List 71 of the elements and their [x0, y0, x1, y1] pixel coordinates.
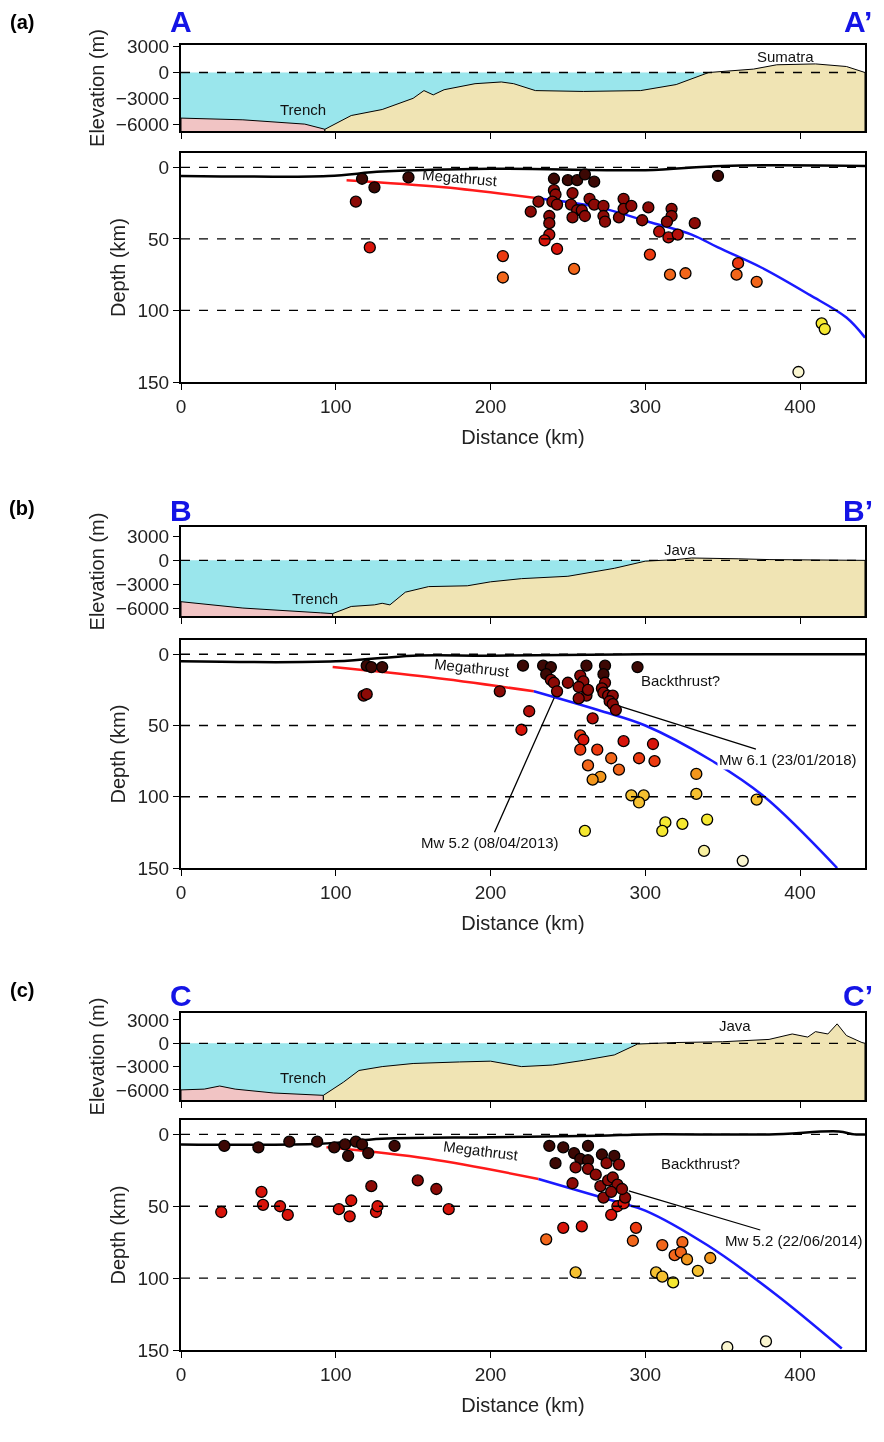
x-tick-label: 100 [319, 395, 352, 417]
y-tick-label: 0 [158, 62, 170, 84]
x-tick-label: 0 [175, 395, 187, 417]
x-tick-label: 200 [474, 395, 507, 417]
y-tick-label: 50 [148, 228, 170, 250]
annotation: Sumatra [757, 48, 815, 65]
text: B’ [843, 494, 873, 527]
y-axis-title: Elevation (m) [85, 997, 108, 1116]
x-tick-label: 200 [474, 881, 507, 903]
x-tick-label: 300 [629, 1363, 662, 1385]
text: A’ [844, 5, 873, 38]
text: A [170, 5, 192, 38]
y-tick-label: 0 [158, 643, 170, 665]
annotation: Backthrust? [661, 1155, 741, 1172]
y-tick-label: 50 [148, 1195, 170, 1217]
y-tick-label: −3000 [115, 1056, 170, 1078]
y-tick-label: 100 [137, 786, 170, 808]
y-tick-label: −6000 [115, 597, 170, 619]
y-tick-label: 0 [158, 1032, 170, 1054]
annotation: Trench [280, 101, 327, 118]
x-axis-title: Distance (km) [461, 1393, 585, 1416]
x-tick-label: 400 [784, 395, 816, 417]
y-tick-label: 0 [158, 550, 170, 572]
y-tick-label: 3000 [126, 526, 170, 548]
text: C’ [843, 979, 873, 1012]
y-axis-title: Elevation (m) [85, 29, 108, 147]
text: (b) [9, 497, 35, 519]
x-tick-label: 400 [784, 1363, 816, 1385]
y-axis-title: Elevation (m) [85, 512, 108, 631]
text: (c) [10, 979, 35, 1001]
annotation: Java [719, 1017, 752, 1034]
x-tick-label: 400 [784, 881, 816, 903]
y-tick-label: 3000 [126, 36, 170, 58]
y-axis-title: Depth (km) [107, 218, 130, 317]
y-tick-label: 50 [148, 715, 170, 737]
x-tick-label: 100 [319, 881, 352, 903]
x-axis-title: Distance (km) [461, 425, 585, 448]
y-tick-label: −3000 [115, 573, 170, 595]
x-tick-label: 300 [629, 881, 662, 903]
x-tick-label: 100 [319, 1363, 352, 1385]
y-tick-label: 150 [137, 857, 170, 879]
text: C [170, 979, 192, 1012]
x-tick-label: 200 [474, 1363, 507, 1385]
y-tick-label: −3000 [115, 87, 170, 109]
y-tick-label: 0 [158, 156, 170, 178]
annotation: Backthrust? [641, 672, 721, 689]
text: (a) [10, 11, 35, 33]
annotation: Java [664, 541, 697, 558]
annotation: Megathrust [442, 1137, 520, 1164]
y-tick-label: −6000 [115, 113, 170, 135]
annotation: Megathrust [421, 165, 499, 190]
x-tick-label: 0 [175, 881, 187, 903]
y-tick-label: 100 [137, 1267, 170, 1289]
annotation: Trench [292, 590, 339, 607]
y-tick-label: 3000 [126, 1009, 170, 1031]
x-tick-label: 300 [629, 395, 662, 417]
y-tick-label: 0 [158, 1124, 170, 1146]
annotation: Mw 6.1 (23/01/2018) [719, 751, 857, 768]
annotation: Trench [280, 1069, 327, 1086]
y-axis-title: Depth (km) [107, 1185, 130, 1285]
x-tick-label: 0 [175, 1363, 187, 1385]
x-axis-title: Distance (km) [461, 911, 585, 934]
y-tick-label: −6000 [115, 1079, 170, 1101]
y-tick-label: 150 [137, 1339, 170, 1361]
annotation: Mw 5.2 (22/06/2014) [725, 1232, 863, 1249]
annotation: Mw 5.2 (08/04/2013) [421, 834, 559, 851]
y-axis-title: Depth (km) [107, 704, 130, 804]
y-tick-label: 100 [137, 300, 170, 322]
text: B [170, 494, 192, 527]
annotation: Megathrust [433, 655, 511, 680]
y-tick-label: 150 [137, 371, 170, 393]
